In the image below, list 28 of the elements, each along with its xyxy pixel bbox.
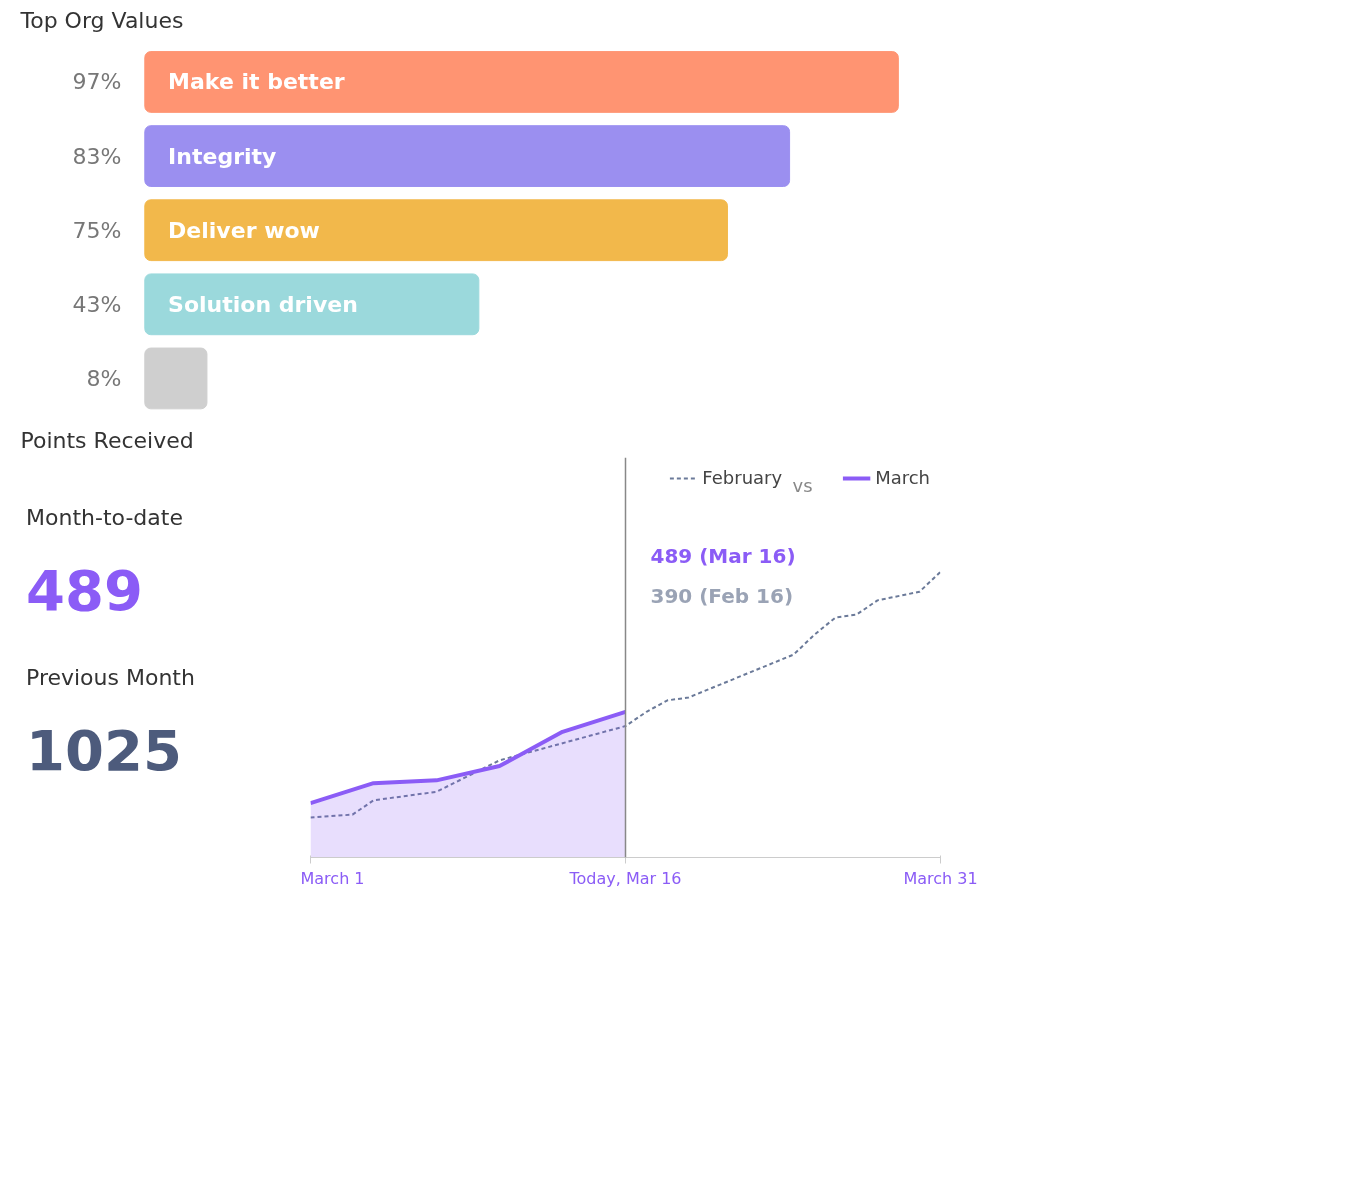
bar bbox=[144, 51, 899, 113]
text: 1025 bbox=[26, 717, 182, 783]
y-tick-label: Deliver wow bbox=[168, 217, 320, 243]
x-tick-label: March 1 bbox=[300, 868, 365, 888]
x-tick-label: March 31 bbox=[903, 868, 978, 888]
text: Previous Month bbox=[26, 664, 195, 690]
text: 489 bbox=[26, 557, 143, 623]
data-label: 83% bbox=[72, 143, 122, 169]
bar bbox=[144, 273, 480, 336]
data-label: 43% bbox=[72, 291, 122, 317]
legend-label: February bbox=[702, 467, 783, 488]
x-tick-label: Today, Mar 16 bbox=[568, 868, 682, 888]
legend-label: March bbox=[875, 467, 930, 488]
data-label: 8% bbox=[86, 365, 122, 391]
chart-title: Top Org Values bbox=[19, 7, 184, 33]
text: vs bbox=[792, 474, 813, 496]
bar bbox=[144, 199, 728, 262]
text: 489 (Mar 16) bbox=[650, 543, 796, 568]
y-tick-label: Make it better bbox=[168, 69, 345, 95]
y-tick-label: Solution driven bbox=[168, 291, 358, 317]
text: Month-to-date bbox=[26, 504, 183, 530]
bar bbox=[144, 125, 791, 187]
data-label: 75% bbox=[72, 217, 122, 243]
bar bbox=[144, 347, 208, 410]
y-tick-label: Integrity bbox=[168, 143, 277, 169]
data-label: 97% bbox=[72, 69, 122, 95]
text: Points Received bbox=[20, 427, 194, 453]
annotation: 390 (Feb 16) bbox=[650, 583, 794, 608]
